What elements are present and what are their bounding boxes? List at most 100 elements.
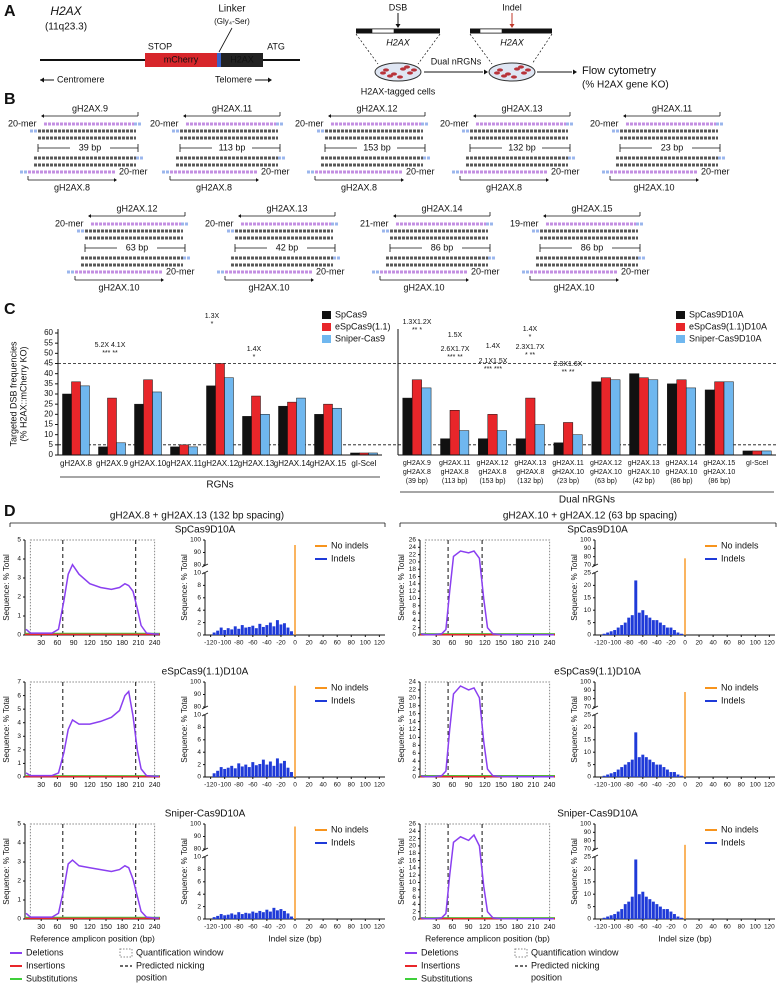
guide-name: gH2AX.12 (356, 103, 397, 113)
y-tick-label: 10 (194, 570, 202, 577)
x-tick-label: 90 (465, 640, 473, 647)
y-tick-label: 18 (409, 566, 417, 573)
indel-bar (658, 906, 662, 919)
indel-bar (637, 757, 641, 777)
y-tick-label: 6 (412, 610, 416, 617)
x-tick-label: -120 (594, 924, 607, 931)
x-tick-label: 40 (710, 640, 718, 647)
y-tick-label: 25 (584, 854, 592, 861)
indel-bar (275, 910, 279, 919)
legend-label: Quantification window (531, 947, 619, 957)
y-tick-label: 20 (584, 724, 592, 731)
y-tick-label: 35 (44, 379, 53, 388)
indel-bar (268, 622, 272, 635)
y-tick-label: 0 (197, 916, 201, 923)
indel-bar (606, 632, 610, 635)
x-tick-label: (132 bp) (517, 478, 543, 485)
guide-name: gH2AX.13 (501, 103, 542, 113)
guide-name: gH2AX.14 (421, 203, 462, 213)
annotation: 2.6X1.7X (441, 346, 470, 353)
indel-bar (282, 623, 286, 635)
bar (421, 387, 432, 456)
indel-bar (244, 764, 248, 777)
arrowhead (696, 178, 699, 182)
x-tick-label: 180 (511, 640, 523, 647)
y-tick-label: 100 (580, 537, 591, 544)
legend-swatch (676, 335, 685, 343)
legend-swatch (322, 311, 331, 319)
legend-swatch (119, 948, 133, 958)
x-tick-label: 100 (360, 924, 371, 931)
x-tick-label: 60 (334, 924, 342, 931)
indel-bar (651, 901, 655, 919)
y-tick-label: 100 (190, 679, 201, 686)
indel-bar (672, 914, 676, 919)
cell (505, 72, 511, 76)
arrowhead (268, 77, 272, 83)
indel-bar (627, 901, 631, 919)
indel-bar (634, 580, 638, 635)
y-tick-label: 90 (584, 545, 592, 552)
indel-bar (676, 774, 680, 777)
x-tick-label: 90 (465, 782, 473, 789)
x-tick-label: 20 (305, 640, 313, 647)
arrowhead (543, 214, 546, 218)
y-tick-label: 12 (409, 726, 417, 733)
arrowhead (473, 114, 476, 118)
x-tick-label: 210 (133, 782, 145, 789)
y-tick-label: 80 (584, 837, 592, 844)
y-tick-label: 0 (412, 916, 416, 923)
x-tick-label: 210 (528, 640, 540, 647)
indel-bar (212, 632, 216, 635)
indel-bar (662, 767, 666, 777)
y-tick-label: 25 (584, 712, 592, 719)
x-tick-label: 20 (695, 924, 703, 931)
legend-label: Sniper-Cas9 (335, 333, 385, 343)
x-tick-label: 120 (764, 782, 775, 789)
cell (497, 68, 503, 72)
indel-bar (680, 917, 683, 919)
indel-bar (684, 844, 686, 919)
x-tick-label: -20 (666, 924, 676, 931)
arrowhead (41, 114, 44, 118)
bar (610, 379, 621, 456)
y-tick-label: 2 (17, 747, 21, 754)
profile-line (25, 689, 159, 778)
bar (260, 414, 270, 456)
x-tick-label: -120 (594, 640, 607, 647)
indel-bar (223, 630, 227, 635)
indel-bar (272, 626, 276, 635)
x-tick-label: gH2AX.10 (703, 469, 735, 476)
x-tick-label: 120 (764, 640, 775, 647)
arrowhead (395, 24, 401, 28)
guide-length: 19-mer (510, 218, 539, 228)
arrowhead (40, 77, 44, 83)
indel-label: Indel (502, 2, 522, 12)
bar (685, 387, 696, 456)
x-tick-label: gH2AX.11 (552, 460, 583, 467)
y-tick-label: 25 (44, 399, 53, 408)
indel-bar (290, 772, 293, 777)
bar (278, 405, 288, 456)
arrowhead (509, 24, 515, 28)
indel-bar (247, 767, 251, 777)
bar (572, 434, 583, 456)
target-label: H2AX (386, 37, 411, 47)
row-title: Sniper-Cas9D10A (557, 809, 638, 820)
y-tick-label: 2 (412, 766, 416, 773)
y-tick-label: 80 (194, 704, 202, 711)
x-tick-label: gH2AX.10 (130, 459, 167, 468)
y-tick-label: 5 (17, 821, 21, 828)
x-tick-label: gH2AX.9 (403, 460, 431, 467)
y-tick-label: 0 (17, 774, 21, 781)
x-tick-label: 180 (116, 924, 128, 931)
y-tick-label: 10 (194, 712, 202, 719)
x-tick-label: -120 (204, 924, 217, 931)
row-title: SpCas9D10A (175, 525, 236, 536)
x-tick-label: -120 (204, 782, 217, 789)
x-tick-label: 120 (84, 640, 96, 647)
y-tick-label: 90 (584, 687, 592, 694)
legend-label: Sniper-Cas9D10A (689, 333, 762, 343)
indel-bar (630, 759, 634, 777)
annotation: 5.2X 4.1X (95, 342, 126, 349)
